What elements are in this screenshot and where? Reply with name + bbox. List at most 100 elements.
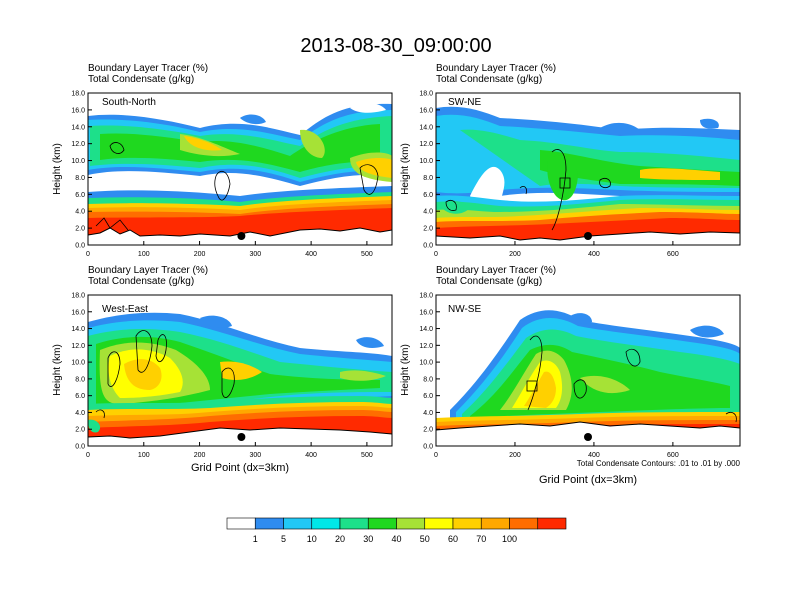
- field-layers: [436, 93, 740, 245]
- x-tick-label: 600: [667, 251, 679, 258]
- colorbar-label: 100: [502, 534, 517, 544]
- y-tick-label: 12.0: [71, 141, 85, 148]
- y-tick-label: 14.0: [419, 326, 433, 333]
- colorbar-swatch: [367, 517, 397, 530]
- panel-label: NW-SE: [448, 304, 481, 315]
- y-tick-label: 8.0: [75, 175, 85, 182]
- y-axis-label: Height (km): [400, 344, 411, 396]
- y-tick-label: 4.0: [75, 410, 85, 417]
- panel-subtitle-1: Boundary Layer Tracer (%): [436, 63, 556, 74]
- x-tick-label: 200: [509, 452, 521, 459]
- y-tick-label: 14.0: [419, 124, 433, 131]
- colorbar-swatch: [311, 517, 341, 530]
- y-tick-label: 4.0: [75, 209, 85, 216]
- panel-subtitle-2: Total Condensate (g/kg): [88, 276, 194, 287]
- x-tick-label: 400: [588, 251, 600, 258]
- x-tick-label: 200: [194, 452, 206, 459]
- colorbar-swatch: [396, 517, 426, 530]
- plot-frame: [435, 92, 741, 246]
- location-marker: [237, 232, 246, 240]
- x-axis-label: Grid Point (dx=3km): [539, 474, 637, 486]
- colorbar-label: 60: [448, 534, 458, 544]
- panel-subtitle-2: Total Condensate (g/kg): [88, 74, 194, 85]
- contour-note: Total Condensate Contours: .01 to .01 by…: [577, 459, 741, 468]
- colorbar-swatch: [480, 517, 510, 530]
- x-tick-label: 0: [434, 452, 438, 459]
- colorbar-label: 10: [307, 534, 317, 544]
- y-tick-label: 2.0: [75, 226, 85, 233]
- y-tick-label: 10.0: [71, 360, 85, 367]
- y-tick-label: 6.0: [423, 393, 433, 400]
- panel-label: SW-NE: [448, 97, 481, 108]
- y-tick-label: 12.0: [71, 343, 85, 350]
- y-tick-label: 18.0: [71, 293, 85, 300]
- colorbar-label: 70: [476, 534, 486, 544]
- panel-label: West-East: [102, 304, 148, 315]
- panel-subtitle-1: Boundary Layer Tracer (%): [88, 63, 208, 74]
- y-tick-label: 8.0: [75, 376, 85, 383]
- y-tick-label: 0.0: [423, 243, 433, 250]
- x-tick-label: 400: [305, 251, 317, 258]
- location-marker: [584, 232, 592, 240]
- x-tick-label: 400: [305, 452, 317, 459]
- colorbar-swatch: [537, 517, 567, 530]
- colorbar-swatch: [339, 517, 369, 530]
- y-tick-label: 10.0: [419, 158, 433, 165]
- colorbar-swatch: [452, 517, 482, 530]
- x-tick-label: 300: [249, 251, 261, 258]
- x-tick-label: 100: [138, 452, 150, 459]
- y-tick-label: 14.0: [71, 326, 85, 333]
- y-tick-label: 0.0: [75, 243, 85, 250]
- y-tick-label: 18.0: [419, 293, 433, 300]
- plot-frame: [87, 294, 393, 447]
- y-tick-label: 6.0: [75, 192, 85, 199]
- x-tick-label: 0: [86, 251, 90, 258]
- panel-subtitle-1: Boundary Layer Tracer (%): [88, 265, 208, 276]
- x-tick-label: 500: [361, 452, 373, 459]
- plot-frame: [87, 92, 393, 246]
- x-tick-label: 300: [249, 452, 261, 459]
- y-axis-label: Height (km): [52, 143, 63, 195]
- colorbar-label: 20: [335, 534, 345, 544]
- y-tick-label: 2.0: [75, 427, 85, 434]
- colorbar-swatch: [283, 517, 313, 530]
- colorbar-swatch: [424, 517, 454, 530]
- panel-subtitle-1: Boundary Layer Tracer (%): [436, 265, 556, 276]
- y-axis-label: Height (km): [400, 143, 411, 195]
- colorbar-swatch: [226, 517, 256, 530]
- y-tick-label: 4.0: [423, 410, 433, 417]
- location-marker: [584, 433, 592, 441]
- y-tick-label: 12.0: [419, 141, 433, 148]
- colorbar-label: 50: [420, 534, 430, 544]
- x-tick-label: 200: [194, 251, 206, 258]
- field-layers: [88, 295, 392, 446]
- x-tick-label: 500: [361, 251, 373, 258]
- x-axis-label: Grid Point (dx=3km): [191, 462, 289, 474]
- y-axis-label: Height (km): [52, 344, 63, 396]
- panel-subtitle-2: Total Condensate (g/kg): [436, 74, 542, 85]
- y-tick-label: 16.0: [71, 107, 85, 114]
- panel-sw-ne: Boundary Layer Tracer (%) Total Condensa…: [400, 63, 741, 258]
- x-tick-label: 200: [509, 251, 521, 258]
- y-tick-label: 8.0: [423, 376, 433, 383]
- panel-west-east: Boundary Layer Tracer (%) Total Condensa…: [52, 265, 393, 474]
- field-layers: [88, 93, 392, 245]
- x-tick-label: 100: [138, 251, 150, 258]
- y-tick-label: 18.0: [419, 91, 433, 98]
- y-tick-label: 16.0: [71, 309, 85, 316]
- y-tick-label: 16.0: [419, 107, 433, 114]
- y-tick-label: 6.0: [423, 192, 433, 199]
- location-marker: [237, 433, 246, 441]
- colorbar-label: 5: [281, 534, 286, 544]
- panel-subtitle-2: Total Condensate (g/kg): [436, 276, 542, 287]
- y-tick-label: 18.0: [71, 91, 85, 98]
- y-tick-label: 2.0: [423, 427, 433, 434]
- x-tick-label: 0: [434, 251, 438, 258]
- y-tick-label: 4.0: [423, 209, 433, 216]
- y-tick-label: 0.0: [423, 444, 433, 451]
- x-tick-label: 0: [86, 452, 90, 459]
- colorbar-swatch: [254, 517, 284, 530]
- y-tick-label: 0.0: [75, 444, 85, 451]
- figure-title: 2013-08-30_09:00:00: [300, 35, 491, 57]
